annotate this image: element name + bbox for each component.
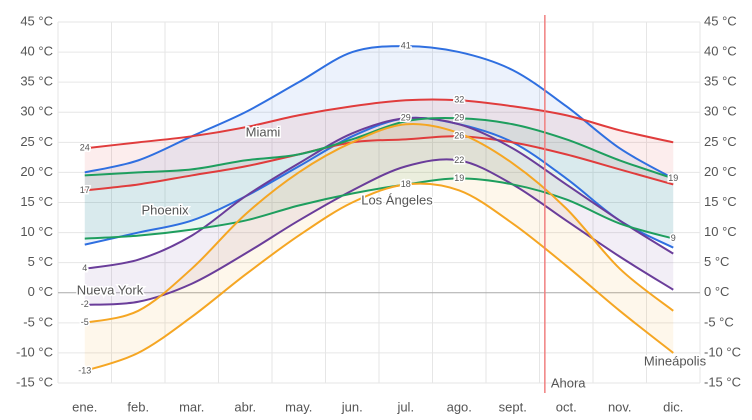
x-tick-label: ago.: [447, 399, 472, 414]
range-band: [84, 117, 674, 305]
x-tick-label: abr.: [234, 399, 256, 414]
data-label: 22: [454, 155, 464, 165]
x-tick-label: jun.: [341, 399, 363, 414]
y-tick-label: -15 °C: [16, 374, 53, 389]
x-tick-label: mar.: [179, 399, 204, 414]
data-label: 9: [671, 233, 676, 243]
data-label: 26: [454, 131, 464, 141]
y-tick-label-right: 30 °C: [704, 104, 737, 119]
range-band: [84, 118, 674, 239]
y-tick-label: 5 °C: [28, 254, 53, 269]
y-tick-label-right: 10 °C: [704, 224, 737, 239]
range-band: [84, 99, 674, 191]
data-label: 19: [668, 173, 678, 183]
range-band: [84, 123, 674, 371]
low-line: [84, 182, 674, 372]
y-tick-label: 15 °C: [20, 194, 53, 209]
x-tick-label: sept.: [499, 399, 527, 414]
x-tick-label: jul.: [396, 399, 414, 414]
y-tick-label: 25 °C: [20, 134, 53, 149]
y-tick-label-right: 35 °C: [704, 74, 737, 89]
high-line: [84, 116, 674, 270]
high-line: [84, 122, 674, 324]
y-tick-label-right: 45 °C: [704, 13, 737, 28]
y-tick-label: 20 °C: [20, 164, 53, 179]
y-tick-label-right: -5 °C: [704, 314, 734, 329]
data-label: 4: [82, 263, 87, 273]
y-tick-label: 0 °C: [28, 284, 53, 299]
x-tick-label: nov.: [608, 399, 632, 414]
data-label: 32: [454, 95, 464, 105]
y-tick-label-right: -10 °C: [704, 344, 741, 359]
data-label: 24: [80, 143, 90, 153]
y-tick-label: 45 °C: [20, 13, 53, 28]
low-line: [84, 158, 674, 306]
data-label: 29: [454, 113, 464, 123]
series-name: Mineápolis: [644, 353, 707, 368]
y-tick-label-right: 15 °C: [704, 194, 737, 209]
data-label: 19: [454, 173, 464, 183]
bands: [84, 46, 674, 371]
y-tick-label-right: 5 °C: [704, 254, 729, 269]
y-tick-label: 40 °C: [20, 44, 53, 59]
data-label: 18: [401, 179, 411, 189]
x-tick-label: dic.: [663, 399, 683, 414]
y-tick-label: -10 °C: [16, 344, 53, 359]
y-tick-label: 30 °C: [20, 104, 53, 119]
data-label: 17: [80, 185, 90, 195]
range-band: [84, 46, 674, 248]
x-tick-label: ene.: [72, 399, 97, 414]
series-name: Nueva York: [77, 282, 144, 297]
y-tick-label-right: 25 °C: [704, 134, 737, 149]
data-label: 29: [401, 113, 411, 123]
y-tick-label: 10 °C: [20, 224, 53, 239]
x-tick-label: feb.: [127, 399, 149, 414]
data-label: -13: [78, 365, 91, 375]
low-line: [84, 135, 674, 192]
series-name: Phoenix: [142, 202, 189, 217]
lines: [84, 45, 674, 372]
y-tick-label: -5 °C: [23, 314, 53, 329]
y-tick-label: 35 °C: [20, 74, 53, 89]
low-line: [84, 177, 674, 240]
x-tick-label: may.: [285, 399, 312, 414]
y-tick-label-right: -15 °C: [704, 374, 741, 389]
x-tick-label: oct.: [556, 399, 577, 414]
data-label: 41: [401, 40, 411, 50]
data-label: -5: [81, 317, 89, 327]
labels: 41 Phoenix 24 32 17 26 Miami 4 29 -2 22 Nueva York 2…: [75, 39, 708, 377]
y-tick-label-right: 40 °C: [704, 44, 737, 59]
high-line: [84, 98, 674, 150]
y-tick-label-right: 0 °C: [704, 284, 729, 299]
data-label: -2: [81, 299, 89, 309]
y-tick-label-right: 20 °C: [704, 164, 737, 179]
high-line: [84, 117, 674, 180]
series-name: Miami: [246, 124, 281, 139]
now-label: Ahora: [551, 375, 586, 390]
series-name: Los Ángeles: [361, 192, 433, 207]
